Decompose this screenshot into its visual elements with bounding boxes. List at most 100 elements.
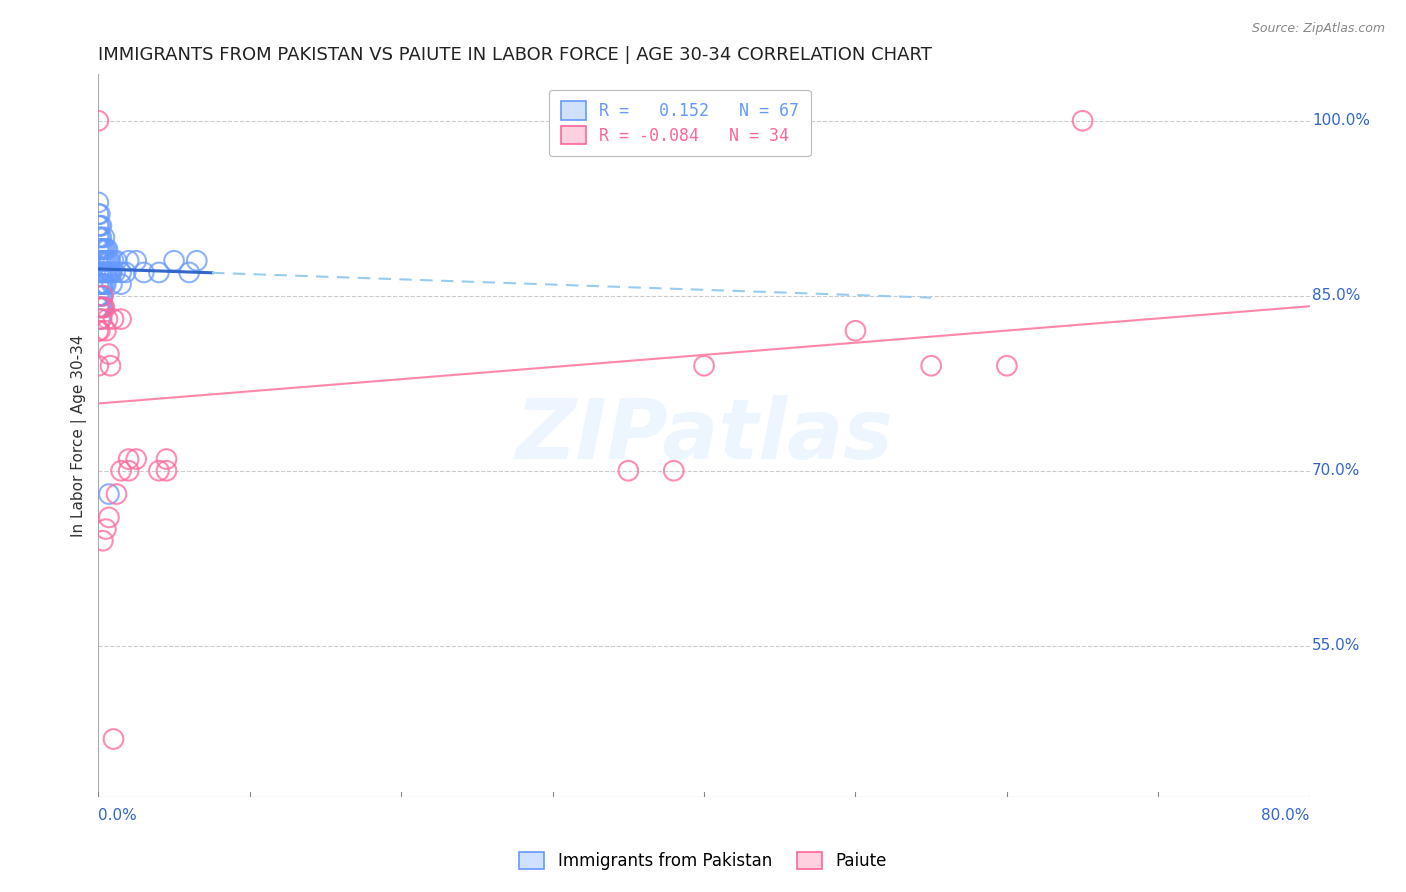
Point (94, 265, 117, 279)
Point (90, 265, 112, 279)
Point (93, 265, 115, 279)
Point (91, 265, 114, 279)
Point (96, 253, 118, 268)
Point (117, 253, 139, 268)
Point (91, 242, 114, 256)
Point (97, 347, 120, 361)
Point (90, 230, 112, 244)
Point (91, 533, 114, 548)
Point (96, 265, 118, 279)
Point (90, 242, 112, 256)
Point (87, 113, 110, 128)
Y-axis label: In Labor Force | Age 30-34: In Labor Force | Age 30-34 (72, 334, 87, 537)
Point (125, 253, 148, 268)
Point (87, 289, 110, 303)
Point (995, 359, 1018, 373)
Point (90, 253, 112, 268)
Point (97, 487, 120, 501)
Point (87, 265, 110, 279)
Point (91, 301, 114, 315)
Point (100, 253, 122, 268)
Point (93, 277, 115, 291)
Point (103, 732, 125, 747)
Point (105, 487, 128, 501)
Point (155, 464, 177, 478)
Point (91, 277, 114, 291)
Text: Source: ZipAtlas.com: Source: ZipAtlas.com (1251, 22, 1385, 36)
Point (97, 265, 120, 279)
Point (104, 265, 127, 279)
Point (93, 253, 115, 268)
Point (101, 265, 124, 279)
Point (87, 359, 110, 373)
Point (94, 253, 117, 268)
Point (87, 195, 110, 210)
Text: 80.0%: 80.0% (1261, 808, 1310, 823)
Point (91, 253, 114, 268)
Point (89, 324, 111, 338)
Point (94, 324, 117, 338)
Point (87, 242, 110, 256)
Point (101, 277, 124, 291)
Point (89, 301, 111, 315)
Point (100, 265, 122, 279)
Point (155, 452, 177, 467)
Point (148, 265, 170, 279)
Point (87, 219, 110, 233)
Point (105, 253, 128, 268)
Text: IMMIGRANTS FROM PAKISTAN VS PAIUTE IN LABOR FORCE | AGE 30-34 CORRELATION CHART: IMMIGRANTS FROM PAKISTAN VS PAIUTE IN LA… (98, 46, 932, 64)
Point (103, 253, 125, 268)
Point (132, 265, 155, 279)
Point (148, 464, 170, 478)
Point (163, 253, 186, 268)
Point (87, 253, 110, 268)
Point (89, 242, 111, 256)
Point (179, 265, 201, 279)
Point (94, 242, 117, 256)
Point (617, 464, 640, 478)
Point (89, 301, 111, 315)
Point (87, 207, 110, 221)
Point (920, 359, 942, 373)
Text: ZIPatlas: ZIPatlas (515, 395, 893, 476)
Point (87, 301, 110, 315)
Point (89, 253, 111, 268)
Point (96, 312, 118, 326)
Point (117, 464, 139, 478)
Point (96, 242, 118, 256)
Point (110, 265, 132, 279)
Point (93, 301, 115, 315)
Point (97, 510, 120, 524)
Point (90, 277, 112, 291)
Point (91, 289, 114, 303)
Point (89, 207, 111, 221)
Point (100, 359, 122, 373)
Point (114, 265, 136, 279)
Point (90, 289, 112, 303)
Point (110, 277, 132, 291)
Point (1071, 113, 1094, 128)
Point (693, 359, 716, 373)
Point (89, 265, 111, 279)
Point (89, 289, 111, 303)
Text: 85.0%: 85.0% (1312, 288, 1361, 303)
Point (90, 312, 112, 326)
Point (90, 301, 112, 315)
Point (93, 242, 115, 256)
Point (125, 452, 148, 467)
Point (662, 464, 685, 478)
Point (117, 452, 139, 467)
Legend: Immigrants from Pakistan, Paiute: Immigrants from Pakistan, Paiute (513, 845, 893, 877)
Point (91, 301, 114, 315)
Point (100, 265, 122, 279)
Point (87, 230, 110, 244)
Point (103, 312, 125, 326)
Point (89, 219, 111, 233)
Point (89, 312, 111, 326)
Text: 55.0%: 55.0% (1312, 638, 1361, 653)
Point (90, 219, 112, 233)
Point (110, 464, 132, 478)
Point (93, 230, 115, 244)
Point (87, 277, 110, 291)
Point (844, 324, 866, 338)
